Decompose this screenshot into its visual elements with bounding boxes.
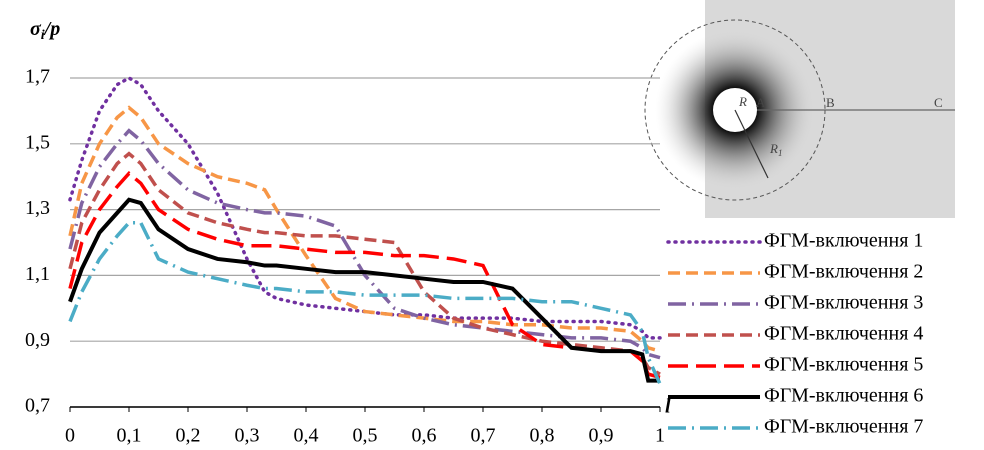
legend-label: ФГМ-включення 2 <box>764 261 923 283</box>
legend-label: ФГМ-включення 5 <box>764 354 923 376</box>
x-tick-label: 0,9 <box>589 425 614 447</box>
y-axis-label: σi/p <box>30 18 60 44</box>
x-axis-label: l <box>665 396 671 418</box>
x-tick-label: 0,8 <box>530 425 555 447</box>
y-tick-label: 1,3 <box>25 197 50 219</box>
y-tick-label: 1,7 <box>25 66 50 88</box>
x-tick-label: 0,2 <box>176 425 201 447</box>
legend-label: ФГМ-включення 6 <box>764 385 923 407</box>
x-tick-label: 0 <box>65 425 75 447</box>
inset-label: A <box>756 95 766 110</box>
x-tick-label: 0,4 <box>294 425 319 447</box>
series-line <box>68 128 661 360</box>
legend-label: ФГМ-включення 4 <box>764 323 923 345</box>
y-tick-label: 0,7 <box>25 395 50 417</box>
inset-radius <box>734 109 769 179</box>
x-tick-label: 0,1 <box>117 425 142 447</box>
inset-label: R1 <box>769 141 782 158</box>
series-line <box>68 75 662 340</box>
x-tick-label: 1 <box>655 425 665 447</box>
series-line <box>68 221 662 385</box>
y-tick-label: 1,5 <box>25 131 50 153</box>
legend-label: ФГМ-включення 1 <box>764 230 923 252</box>
x-tick-label: 0,6 <box>412 425 437 447</box>
series-line <box>68 170 661 380</box>
x-tick-label: 0,7 <box>471 425 496 447</box>
series-line <box>68 105 661 353</box>
inset-label: C <box>934 95 943 110</box>
legend-label: ФГМ-включення 3 <box>764 292 923 314</box>
series-line <box>68 197 660 383</box>
series-line <box>68 151 661 376</box>
inset-diagram: A B C R R1 <box>644 0 955 218</box>
legend-label: ФГМ-включення 7 <box>764 416 923 438</box>
x-tick-label: 0,5 <box>353 425 378 447</box>
inset-label: R <box>738 94 747 109</box>
y-tick-label: 0,9 <box>25 329 50 351</box>
x-tick-label: 0,3 <box>235 425 260 447</box>
y-tick-label: 1,1 <box>25 263 50 285</box>
inset-label: B <box>826 95 835 110</box>
